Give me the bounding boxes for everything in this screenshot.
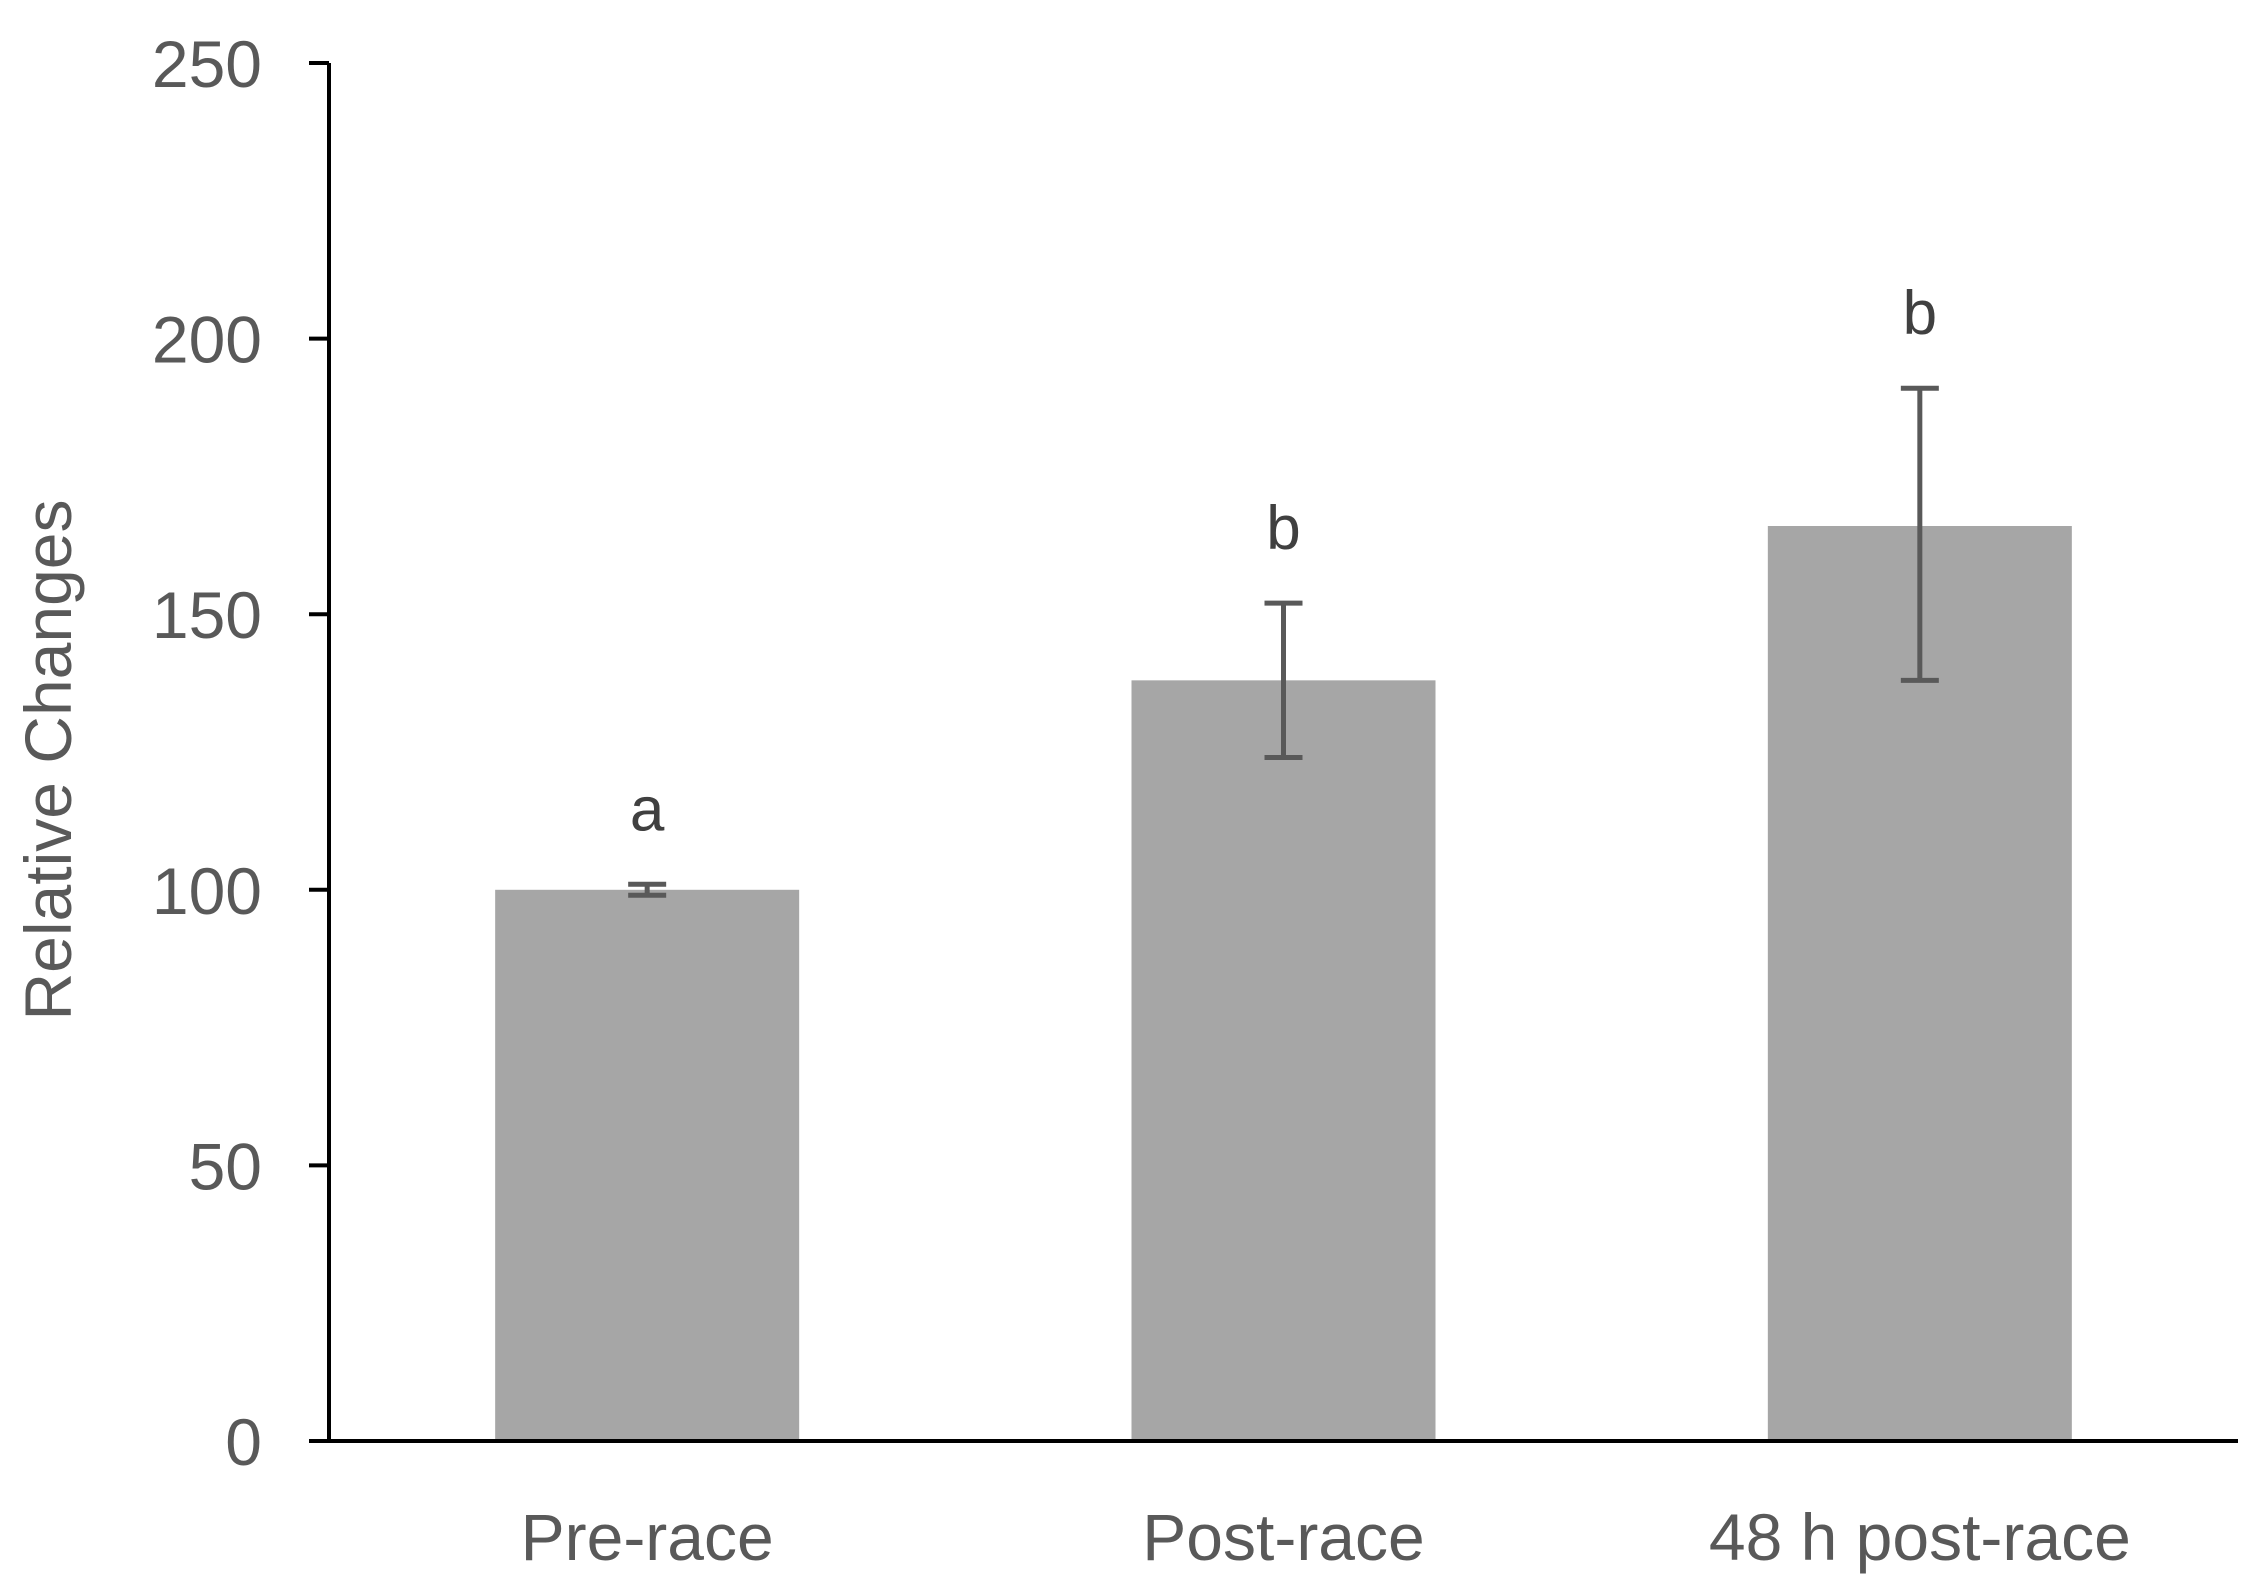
significance-labels: a b b xyxy=(630,279,1937,844)
x-tick-label: Pre-race xyxy=(521,1500,774,1574)
x-tick-label: 48 h post-race xyxy=(1709,1500,2131,1574)
error-bars xyxy=(628,385,1939,898)
bar xyxy=(1131,680,1436,1441)
error-bar xyxy=(628,881,667,898)
y-ticks: 0 50 100 150 200 250 xyxy=(152,27,329,1479)
significance-label: b xyxy=(1903,279,1937,348)
bars xyxy=(495,526,2072,1441)
y-axis-label: Relative Changes xyxy=(11,500,85,1021)
x-tick-labels: Pre-race Post-race 48 h post-race xyxy=(521,1500,2131,1574)
y-tick-label: 250 xyxy=(152,27,262,101)
axes xyxy=(327,63,2238,1443)
bar xyxy=(495,889,800,1441)
x-tick-label: Post-race xyxy=(1142,1500,1424,1574)
significance-label: b xyxy=(1266,494,1300,563)
y-tick-label: 150 xyxy=(152,578,262,652)
significance-label: a xyxy=(630,775,665,844)
y-tick-label: 50 xyxy=(189,1129,262,1203)
y-tick-label: 200 xyxy=(152,303,262,377)
error-bar xyxy=(1900,385,1939,683)
y-tick-label: 0 xyxy=(225,1405,262,1479)
error-bar xyxy=(1264,600,1303,761)
y-axis-label-group: Relative Changes xyxy=(11,500,85,1021)
y-tick-label: 100 xyxy=(152,854,262,928)
